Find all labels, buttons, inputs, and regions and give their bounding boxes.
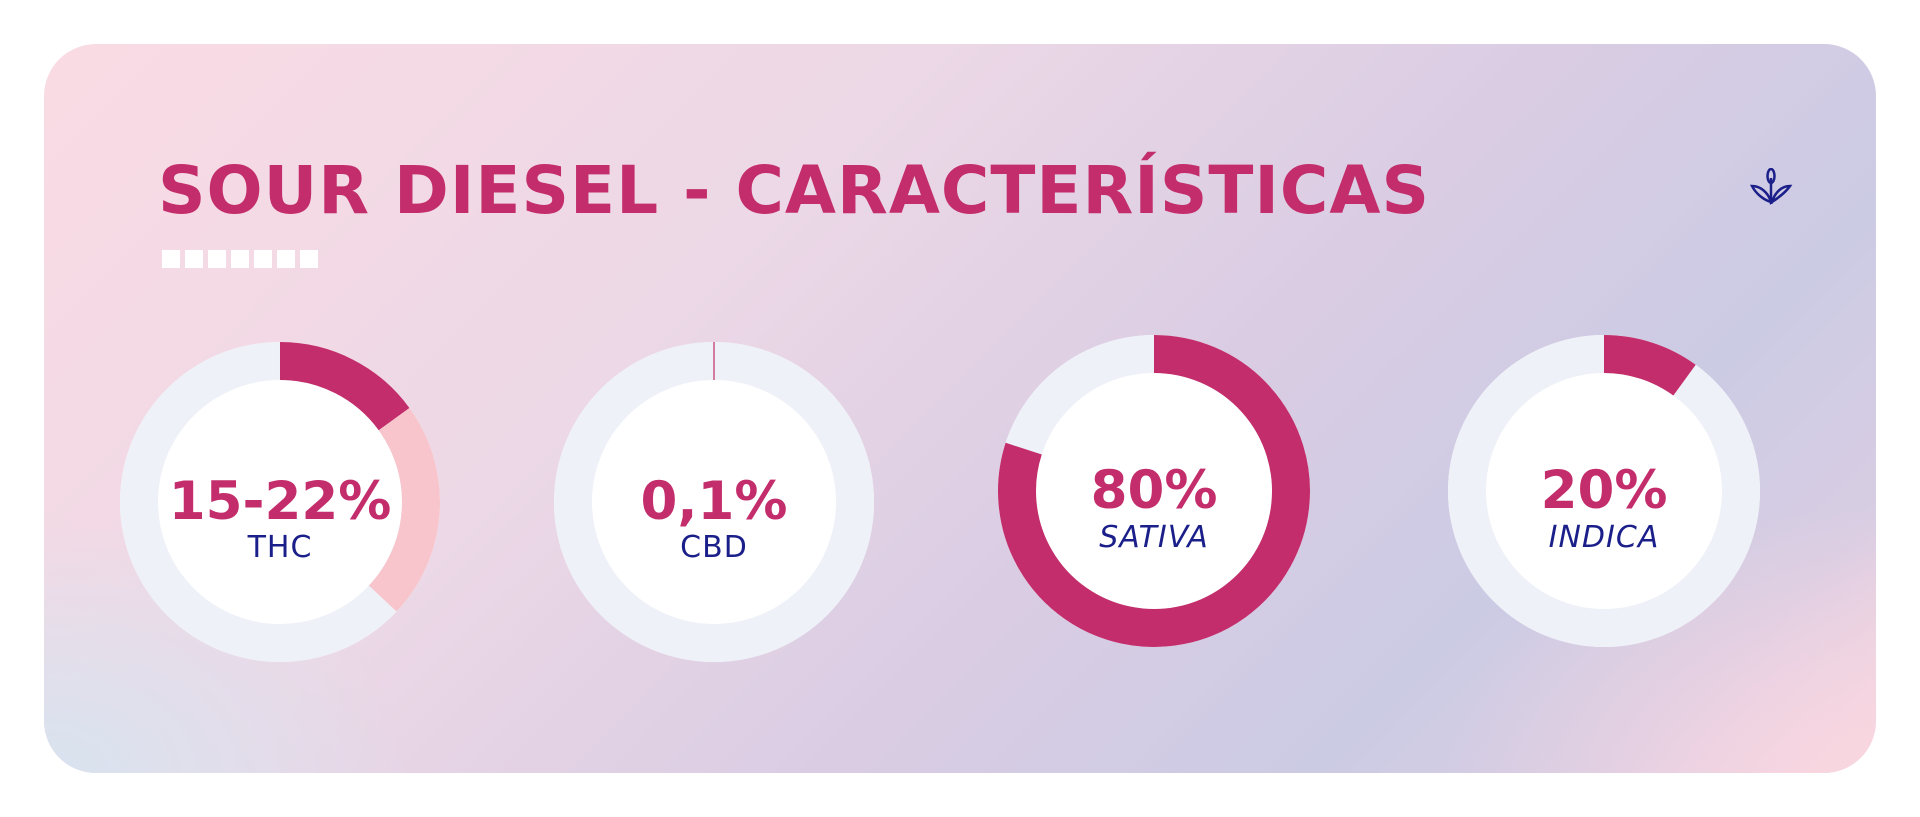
underline-dot xyxy=(185,250,203,268)
donut-chart-sativa: 80%SATIVA xyxy=(998,335,1310,647)
donut-segment-1 xyxy=(998,335,1310,647)
donut-charts: 15-22%THC 0,1%CBD 80%SATIVA 20%INDICA xyxy=(120,335,1760,662)
underline-dot xyxy=(277,250,295,268)
page-title: SOUR DIESEL - CARACTERÍSTICAS xyxy=(158,152,1430,229)
underline-dot xyxy=(254,250,272,268)
donut-background xyxy=(554,342,874,662)
underline-dot xyxy=(231,250,249,268)
donut-value-label: 20% xyxy=(1541,460,1668,521)
donut-chart-thc: 15-22%THC xyxy=(120,342,440,662)
donut-value-label: 80% xyxy=(1091,460,1218,521)
donut-chart-indica: 20%INDICA xyxy=(1448,335,1760,647)
donut-category-label: THC xyxy=(247,530,313,565)
title-underline-dots xyxy=(162,250,318,268)
underline-dot xyxy=(162,250,180,268)
donut-segment-1 xyxy=(1603,335,1696,396)
donut-category-label: SATIVA xyxy=(1099,520,1209,555)
donut-category-label: CBD xyxy=(680,530,748,565)
donut-background xyxy=(998,335,1310,647)
donut-value-label: 15-22% xyxy=(169,471,392,532)
donut-value-label: 0,1% xyxy=(641,471,788,532)
donut-category-label: INDICA xyxy=(1549,520,1660,555)
donut-background xyxy=(1448,335,1760,647)
donut-segment-1 xyxy=(279,342,410,431)
characteristics-card: SOUR DIESEL - CARACTERÍSTICAS 15-22% THC 0… xyxy=(44,44,1876,773)
underline-dot xyxy=(300,250,318,268)
underline-dot xyxy=(208,250,226,268)
leaf-sprout-icon xyxy=(1749,168,1793,205)
donut-chart-cbd: 0,1%CBD xyxy=(554,342,874,662)
donut-segment-2 xyxy=(368,407,440,612)
donut-background xyxy=(120,342,440,662)
